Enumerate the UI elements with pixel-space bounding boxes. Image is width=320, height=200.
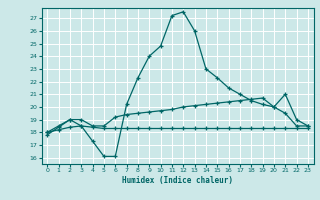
X-axis label: Humidex (Indice chaleur): Humidex (Indice chaleur) — [122, 176, 233, 185]
